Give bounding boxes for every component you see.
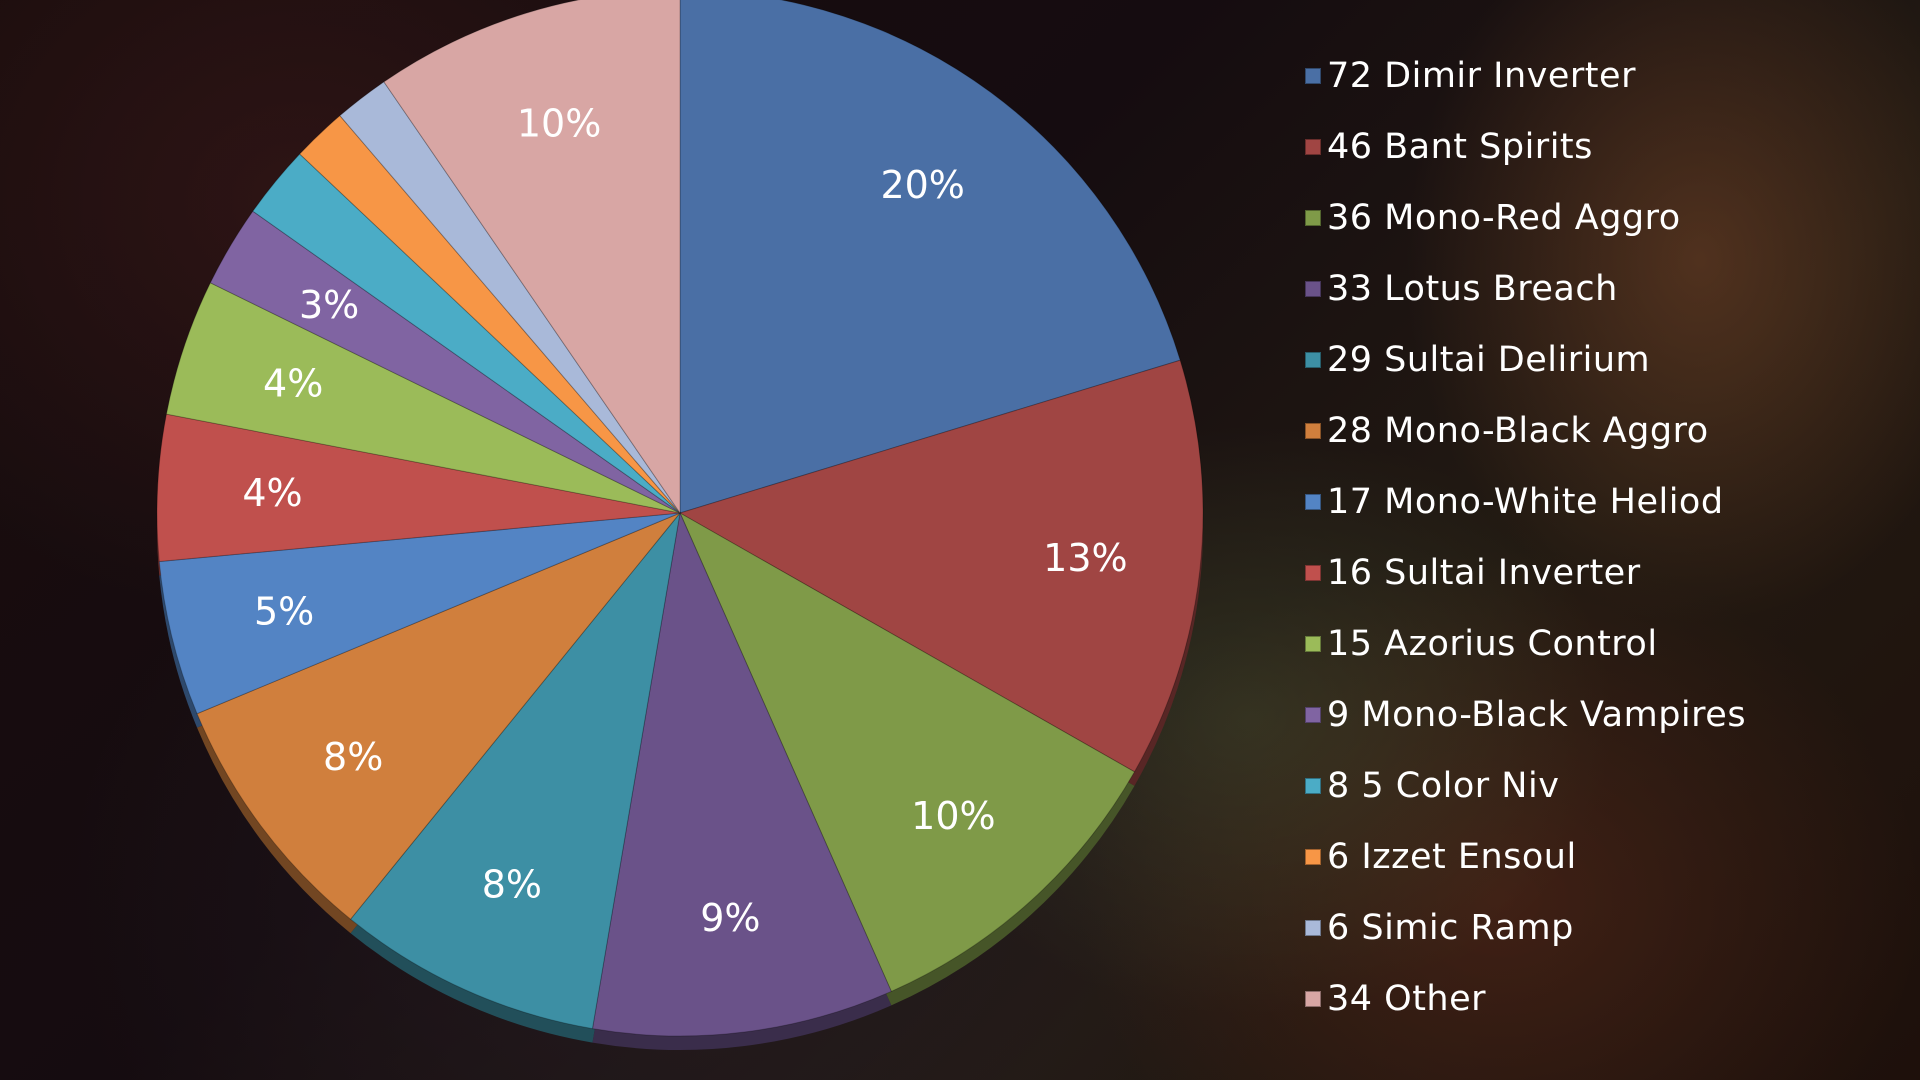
legend-swatch (1305, 493, 1321, 510)
legend-swatch (1305, 209, 1321, 226)
pie-slice-4 (591, 511, 892, 1037)
data-label-14: 10% (517, 101, 601, 145)
legend-label: 34 Other (1327, 978, 1487, 1019)
pie-slice-10 (209, 210, 681, 514)
data-label-8: 4% (242, 471, 302, 515)
pie-slice-3 (678, 511, 1136, 993)
legend-label: 6 Izzet Ensoul (1327, 836, 1577, 877)
pie-slice-13 (339, 81, 681, 514)
pie-slice-2 (678, 359, 1204, 773)
legend-item-2: 46 Bant Spirits (1305, 111, 1905, 182)
pie-slices (156, 0, 1204, 1037)
legend-item-13: 6 Simic Ramp (1305, 892, 1905, 963)
legend-item-6: 28 Mono-Black Aggro (1305, 395, 1905, 466)
legend: 72 Dimir Inverter 46 Bant Spirits 36 Mono-… (1305, 40, 1905, 1050)
legend-swatch (1305, 706, 1321, 723)
legend-label: 72 Dimir Inverter (1327, 55, 1636, 96)
pie-slice-11 (252, 153, 681, 514)
pie-slice-5 (349, 511, 681, 1030)
legend-label: 33 Lotus Breach (1327, 268, 1618, 309)
legend-item-8: 16 Sultai Inverter (1305, 537, 1905, 608)
legend-label: 8 5 Color Niv (1327, 765, 1560, 806)
legend-swatch (1305, 67, 1321, 84)
legend-label: 28 Mono-Black Aggro (1327, 410, 1709, 451)
pie-slice-14 (383, 0, 681, 515)
pie-slice-12 (298, 114, 681, 514)
legend-item-1: 72 Dimir Inverter (1305, 40, 1905, 111)
legend-label: 6 Simic Ramp (1327, 907, 1574, 948)
legend-swatch (1305, 635, 1321, 652)
data-label-6: 8% (323, 735, 383, 779)
pie-slice-6 (196, 512, 681, 920)
data-label-5: 8% (482, 863, 542, 907)
pie-labels: 20% 13% 10% 9% 8% 8% 5% 4% 4% 3% 10% (242, 101, 1127, 939)
legend-label: 46 Bant Spirits (1327, 126, 1593, 167)
data-label-7: 5% (254, 589, 314, 633)
pie-slice-8 (156, 413, 681, 563)
data-label-4: 9% (700, 896, 760, 940)
pie-chart: 20% 13% 10% 9% 8% 8% 5% 4% 4% 3% 10% (156, 0, 1204, 1050)
legend-item-5: 29 Sultai Delirium (1305, 324, 1905, 395)
legend-swatch (1305, 422, 1321, 439)
legend-swatch (1305, 848, 1321, 865)
data-label-2: 13% (1043, 536, 1127, 580)
legend-item-14: 34 Other (1305, 963, 1905, 1034)
legend-label: 36 Mono-Red Aggro (1327, 197, 1681, 238)
legend-item-9: 15 Azorius Control (1305, 608, 1905, 679)
legend-swatch (1305, 777, 1321, 794)
pie-slice-9 (165, 282, 681, 514)
legend-item-4: 33 Lotus Breach (1305, 253, 1905, 324)
legend-item-10: 9 Mono-Black Vampires (1305, 679, 1905, 750)
legend-label: 29 Sultai Delirium (1327, 339, 1651, 380)
data-label-9: 4% (263, 362, 323, 406)
legend-label: 9 Mono-Black Vampires (1327, 694, 1747, 735)
legend-item-11: 8 5 Color Niv (1305, 750, 1905, 821)
legend-swatch (1305, 990, 1321, 1007)
legend-label: 15 Azorius Control (1327, 623, 1658, 664)
legend-label: 16 Sultai Inverter (1327, 552, 1641, 593)
legend-swatch (1305, 564, 1321, 581)
data-label-3: 10% (911, 794, 995, 838)
legend-item-3: 36 Mono-Red Aggro (1305, 182, 1905, 253)
pie-slice-1 (679, 0, 1181, 514)
data-label-10: 3% (299, 283, 359, 327)
legend-item-12: 6 Izzet Ensoul (1305, 821, 1905, 892)
legend-item-7: 17 Mono-White Heliod (1305, 466, 1905, 537)
legend-swatch (1305, 280, 1321, 297)
data-label-1: 20% (880, 163, 964, 207)
legend-swatch (1305, 919, 1321, 936)
legend-label: 17 Mono-White Heliod (1327, 481, 1724, 522)
legend-swatch (1305, 138, 1321, 155)
pie-slice-7 (158, 512, 681, 715)
legend-swatch (1305, 351, 1321, 368)
